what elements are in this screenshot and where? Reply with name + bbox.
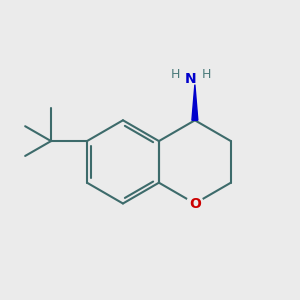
Text: H: H: [202, 68, 211, 81]
Text: N: N: [184, 72, 196, 86]
Text: H: H: [171, 68, 180, 81]
Polygon shape: [192, 85, 198, 120]
Text: O: O: [189, 196, 201, 211]
Circle shape: [187, 195, 203, 212]
